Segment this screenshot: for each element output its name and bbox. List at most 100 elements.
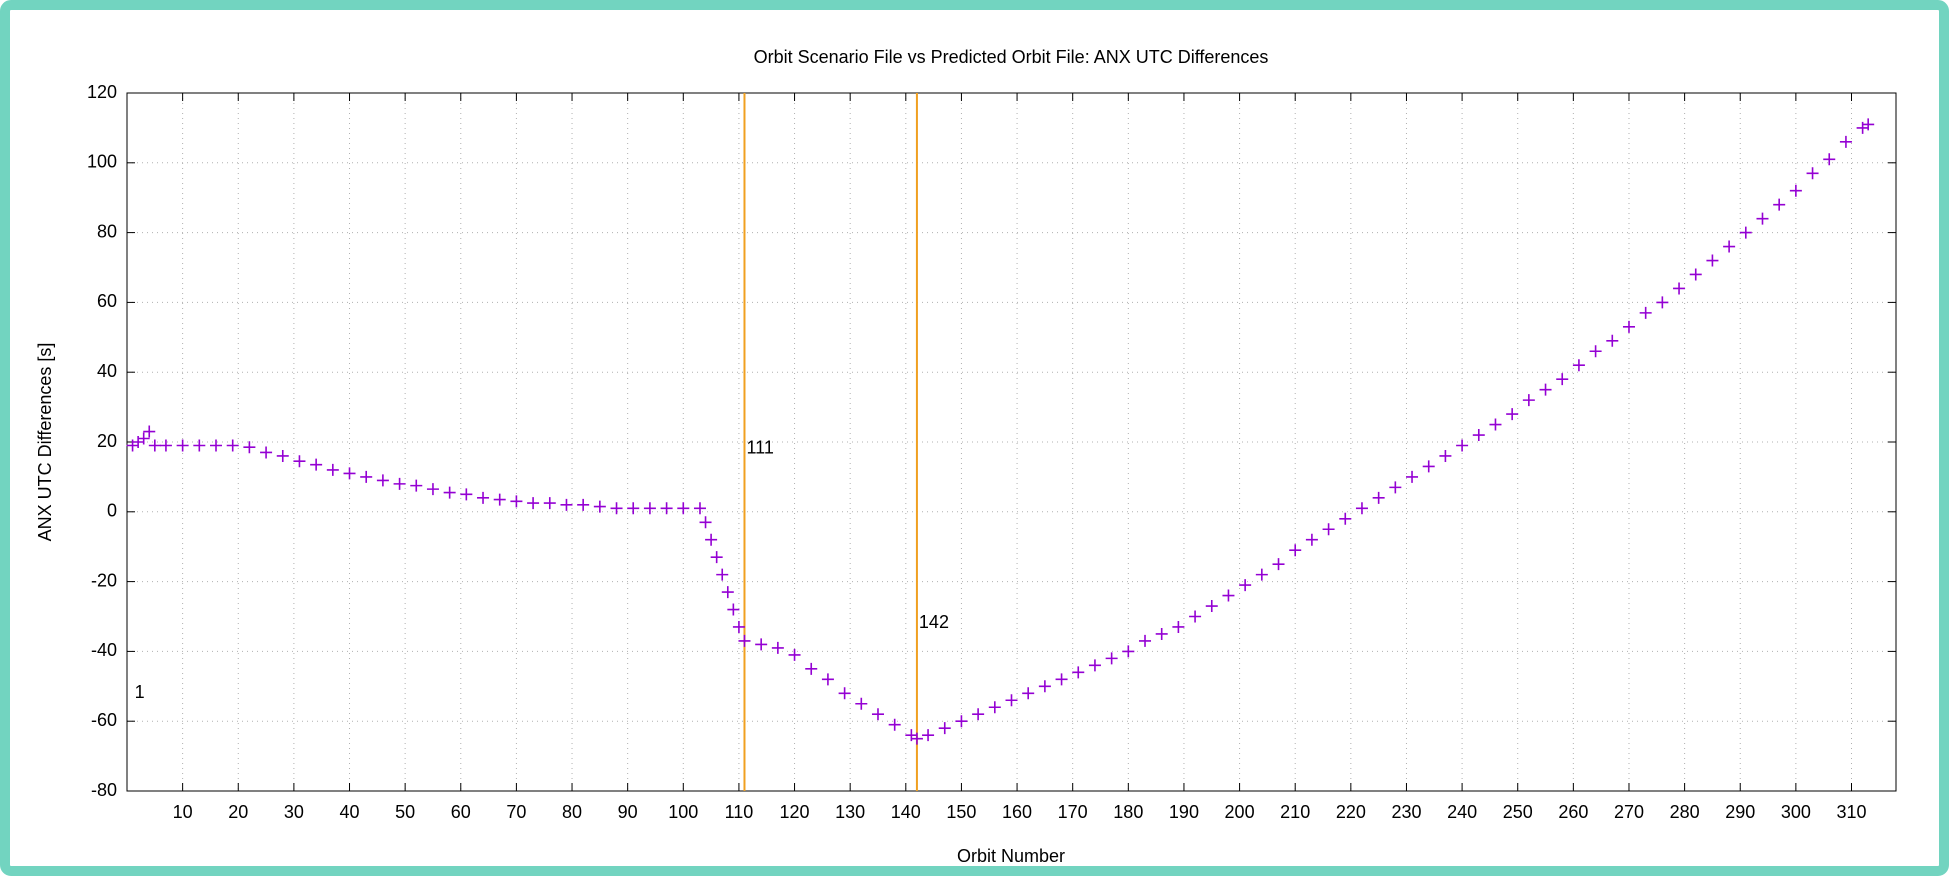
point — [426, 483, 439, 496]
y-tick-label: 0 — [107, 501, 117, 521]
x-tick-label: 210 — [1280, 802, 1310, 822]
point — [1255, 568, 1268, 581]
x-tick-label: 20 — [228, 802, 248, 822]
point — [1823, 153, 1836, 166]
x-tick-label: 10 — [173, 802, 193, 822]
point — [1622, 320, 1635, 333]
point — [393, 477, 406, 490]
x-tick-label: 190 — [1169, 802, 1199, 822]
point — [1706, 254, 1719, 267]
point — [1322, 523, 1335, 536]
point — [1389, 481, 1402, 494]
point — [1055, 673, 1068, 686]
point — [1506, 408, 1519, 421]
point — [1239, 579, 1252, 592]
point — [855, 697, 868, 710]
point — [972, 708, 985, 721]
marker-label: 142 — [919, 612, 949, 632]
point — [1723, 240, 1736, 253]
point — [1339, 512, 1352, 525]
point — [955, 715, 968, 728]
point — [1639, 306, 1652, 319]
point — [1189, 610, 1202, 623]
point — [159, 439, 172, 452]
point — [1556, 373, 1569, 386]
y-tick-label: 40 — [97, 361, 117, 381]
point — [1773, 198, 1786, 211]
point — [1372, 491, 1385, 504]
point — [1272, 558, 1285, 571]
point — [1222, 589, 1235, 602]
x-tick-label: 60 — [451, 802, 471, 822]
point — [1756, 212, 1769, 225]
x-tick-label: 270 — [1614, 802, 1644, 822]
y-tick-label: 60 — [97, 291, 117, 311]
point — [148, 439, 161, 452]
point — [1472, 429, 1485, 442]
point — [493, 493, 506, 506]
point — [343, 467, 356, 480]
point — [510, 495, 523, 508]
y-tick-label: -20 — [91, 570, 117, 590]
x-tick-label: 110 — [725, 802, 754, 822]
point — [1038, 680, 1051, 693]
x-tick-label: 220 — [1336, 802, 1366, 822]
point — [1673, 282, 1686, 295]
marker-label: 111 — [746, 438, 773, 458]
point — [176, 439, 189, 452]
point — [1589, 345, 1602, 358]
x-tick-label: 120 — [780, 802, 810, 822]
x-tick-label: 70 — [506, 802, 526, 822]
point — [838, 687, 851, 700]
point — [1022, 687, 1035, 700]
point — [210, 439, 223, 452]
point — [805, 662, 818, 675]
x-tick-label: 150 — [946, 802, 976, 822]
point — [938, 722, 951, 735]
point — [243, 441, 256, 454]
point — [627, 502, 640, 515]
point — [1205, 600, 1218, 613]
y-tick-label: 80 — [97, 221, 117, 241]
point — [755, 638, 768, 651]
point — [1689, 268, 1702, 281]
x-tick-label: 140 — [891, 802, 921, 822]
point — [888, 718, 901, 731]
x-tick-label: 290 — [1725, 802, 1755, 822]
point — [1355, 502, 1368, 515]
marker-label: 1 — [135, 682, 145, 702]
point — [988, 701, 1001, 714]
point — [1656, 296, 1669, 309]
point — [477, 491, 490, 504]
x-tick-label: 310 — [1836, 802, 1866, 822]
point — [1406, 470, 1419, 483]
point — [1005, 694, 1018, 707]
x-tick-label: 180 — [1113, 802, 1143, 822]
y-tick-label: 120 — [87, 82, 117, 102]
point — [1522, 394, 1535, 407]
point — [443, 486, 456, 499]
point — [326, 463, 339, 476]
point — [1172, 620, 1185, 633]
x-axis-label: Orbit Number — [957, 846, 1065, 866]
point — [1606, 334, 1619, 347]
point — [1305, 533, 1318, 546]
x-tick-label: 40 — [340, 802, 360, 822]
y-axis-label: ANX UTC Differences [s] — [35, 343, 55, 542]
point — [1072, 666, 1085, 679]
point — [693, 502, 706, 515]
point — [1139, 634, 1152, 647]
point — [721, 586, 734, 599]
point — [193, 439, 206, 452]
point — [677, 502, 690, 515]
point — [732, 620, 745, 633]
point — [276, 449, 289, 462]
y-tick-label: -80 — [91, 780, 117, 800]
x-tick-label: 260 — [1558, 802, 1588, 822]
point — [1456, 439, 1469, 452]
point — [871, 708, 884, 721]
point — [1155, 627, 1168, 640]
